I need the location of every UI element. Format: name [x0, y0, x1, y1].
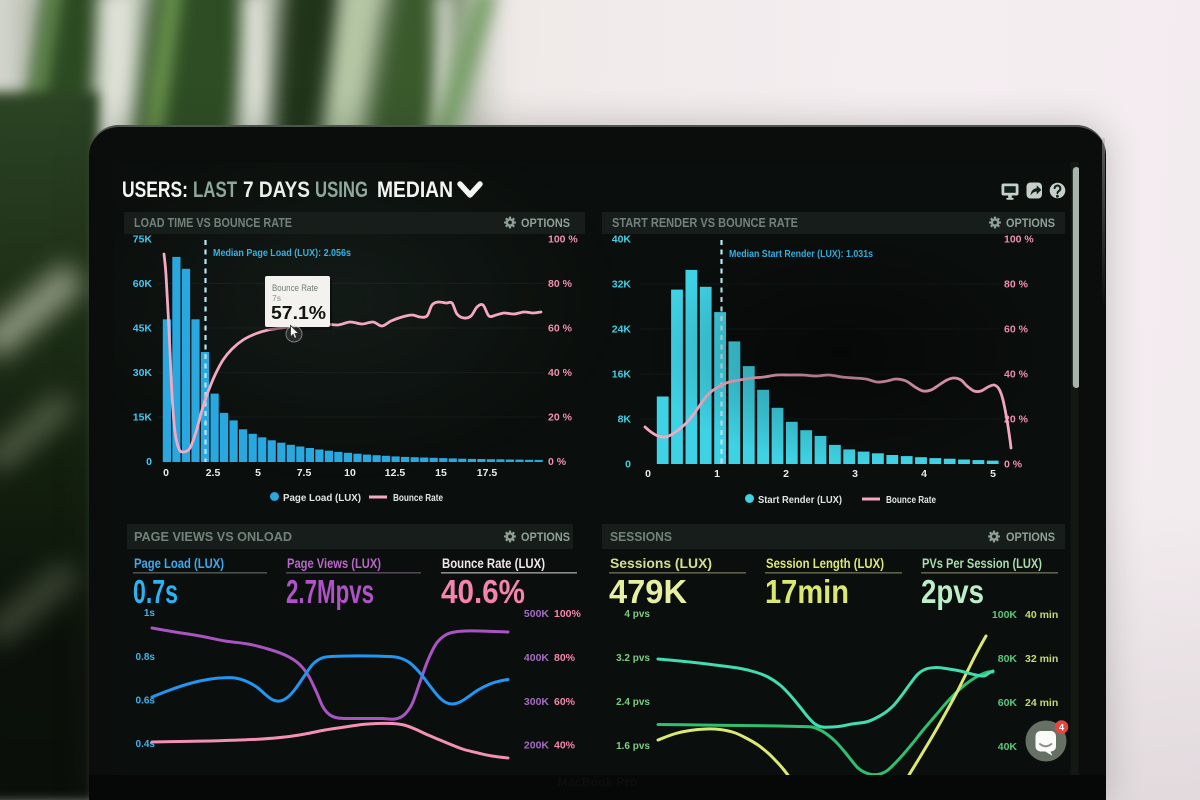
svg-text:Session Length (LUX): Session Length (LUX) — [766, 555, 884, 571]
svg-text:PAGE VIEWS VS ONLOAD: PAGE VIEWS VS ONLOAD — [134, 530, 292, 544]
svg-text:Page Views (LUX): Page Views (LUX) — [287, 555, 381, 571]
svg-text:Bounce Rate: Bounce Rate — [886, 495, 936, 506]
svg-text:20 %: 20 % — [1004, 414, 1029, 426]
svg-text:45K: 45K — [133, 323, 153, 335]
svg-text:USERS:: USERS: — [122, 177, 188, 202]
svg-text:16K: 16K — [612, 369, 632, 381]
svg-text:3: 3 — [852, 468, 858, 480]
svg-text:4 pvs: 4 pvs — [624, 609, 650, 620]
svg-text:0.8s: 0.8s — [136, 652, 156, 663]
svg-text:1.6 pvs: 1.6 pvs — [616, 741, 650, 752]
svg-text:START RENDER VS BOUNCE RATE: START RENDER VS BOUNCE RATE — [612, 216, 798, 230]
svg-text:OPTIONS: OPTIONS — [1006, 532, 1055, 544]
svg-text:2.7Mpvs: 2.7Mpvs — [286, 573, 374, 610]
svg-text:200K: 200K — [524, 740, 550, 752]
svg-text:SESSIONS: SESSIONS — [610, 530, 672, 544]
svg-text:17.5: 17.5 — [477, 467, 498, 479]
svg-text:4: 4 — [1059, 723, 1065, 734]
svg-text:100%: 100% — [554, 608, 582, 620]
svg-text:60 %: 60 % — [548, 323, 573, 335]
svg-text:USING: USING — [315, 177, 368, 202]
svg-text:40K: 40K — [612, 234, 632, 246]
svg-text:PVs Per Session (LUX): PVs Per Session (LUX) — [922, 555, 1042, 571]
svg-text:80 %: 80 % — [1004, 279, 1029, 291]
svg-text:300K: 300K — [524, 696, 550, 708]
svg-text:75K: 75K — [133, 234, 153, 246]
svg-text:57.1%: 57.1% — [271, 303, 326, 323]
svg-text:40 min: 40 min — [1025, 609, 1058, 621]
svg-text:17min: 17min — [765, 573, 849, 610]
svg-text:100 %: 100 % — [548, 234, 578, 246]
svg-text:7s: 7s — [272, 293, 281, 303]
svg-text:0: 0 — [645, 468, 651, 480]
svg-text:40%: 40% — [554, 740, 576, 752]
svg-text:Bounce Rate (LUX): Bounce Rate (LUX) — [442, 555, 545, 571]
svg-text:7 DAYS: 7 DAYS — [243, 177, 310, 202]
svg-text:0 %: 0 % — [1004, 459, 1023, 471]
svg-text:15K: 15K — [133, 412, 153, 424]
svg-text:Page Load (LUX): Page Load (LUX) — [134, 555, 224, 571]
svg-text:OPTIONS: OPTIONS — [521, 218, 570, 230]
svg-text:5: 5 — [990, 468, 996, 480]
svg-text:2.5: 2.5 — [206, 467, 221, 479]
svg-text:Page Load (LUX): Page Load (LUX) — [283, 493, 361, 504]
svg-text:40 %: 40 % — [548, 367, 573, 379]
svg-text:0.4s: 0.4s — [136, 739, 156, 750]
svg-text:24 min: 24 min — [1025, 697, 1058, 709]
svg-text:40.6%: 40.6% — [441, 573, 525, 610]
svg-text:10: 10 — [344, 467, 356, 479]
svg-text:2pvs: 2pvs — [921, 573, 984, 610]
svg-text:OPTIONS: OPTIONS — [1006, 218, 1055, 230]
svg-text:60K: 60K — [133, 278, 153, 290]
svg-text:80%: 80% — [554, 652, 576, 664]
svg-text:80 %: 80 % — [548, 278, 573, 290]
svg-text:LOAD TIME VS BOUNCE RATE: LOAD TIME VS BOUNCE RATE — [134, 216, 292, 230]
svg-text:20 %: 20 % — [548, 412, 573, 424]
svg-text:MEDIAN: MEDIAN — [377, 177, 453, 202]
svg-text:100K: 100K — [992, 609, 1018, 621]
svg-text:2.4 pvs: 2.4 pvs — [616, 697, 650, 708]
svg-text:15: 15 — [435, 467, 447, 479]
svg-text:OPTIONS: OPTIONS — [521, 532, 570, 544]
svg-text:8K: 8K — [618, 414, 632, 426]
svg-text:32K: 32K — [612, 279, 632, 291]
svg-text:1s: 1s — [144, 608, 156, 619]
svg-text:LAST: LAST — [193, 177, 237, 202]
svg-text:0.7s: 0.7s — [133, 573, 178, 610]
svg-text:3.2 pvs: 3.2 pvs — [616, 653, 650, 664]
svg-text:5: 5 — [255, 467, 261, 479]
svg-text:2: 2 — [783, 468, 789, 480]
svg-text:60K: 60K — [998, 697, 1018, 709]
svg-text:Median Page Load (LUX): 2.056s: Median Page Load (LUX): 2.056s — [213, 247, 351, 259]
svg-text:4: 4 — [921, 468, 927, 480]
svg-text:100 %: 100 % — [1004, 234, 1034, 246]
svg-text:60%: 60% — [554, 696, 576, 708]
svg-text:400K: 400K — [524, 652, 550, 664]
svg-text:Sessions (LUX): Sessions (LUX) — [610, 555, 712, 571]
svg-text:0: 0 — [146, 456, 152, 468]
svg-text:32 min: 32 min — [1025, 653, 1058, 665]
svg-text:24K: 24K — [612, 324, 632, 336]
svg-text:Bounce Rate: Bounce Rate — [393, 493, 443, 504]
svg-text:80K: 80K — [998, 653, 1018, 665]
svg-text:0: 0 — [163, 467, 169, 479]
svg-text:7.5: 7.5 — [297, 467, 312, 479]
svg-text:0 %: 0 % — [548, 456, 567, 468]
svg-text:479K: 479K — [609, 573, 687, 610]
svg-text:0.6s: 0.6s — [136, 696, 156, 707]
svg-text:Start Render (LUX): Start Render (LUX) — [758, 495, 842, 506]
svg-text:0: 0 — [625, 459, 631, 471]
svg-text:500K: 500K — [524, 608, 550, 620]
svg-text:30K: 30K — [133, 367, 153, 379]
svg-text:Bounce Rate: Bounce Rate — [272, 283, 318, 294]
svg-text:40K: 40K — [998, 741, 1018, 753]
svg-text:1: 1 — [714, 468, 720, 480]
svg-text:12.5: 12.5 — [385, 467, 406, 479]
